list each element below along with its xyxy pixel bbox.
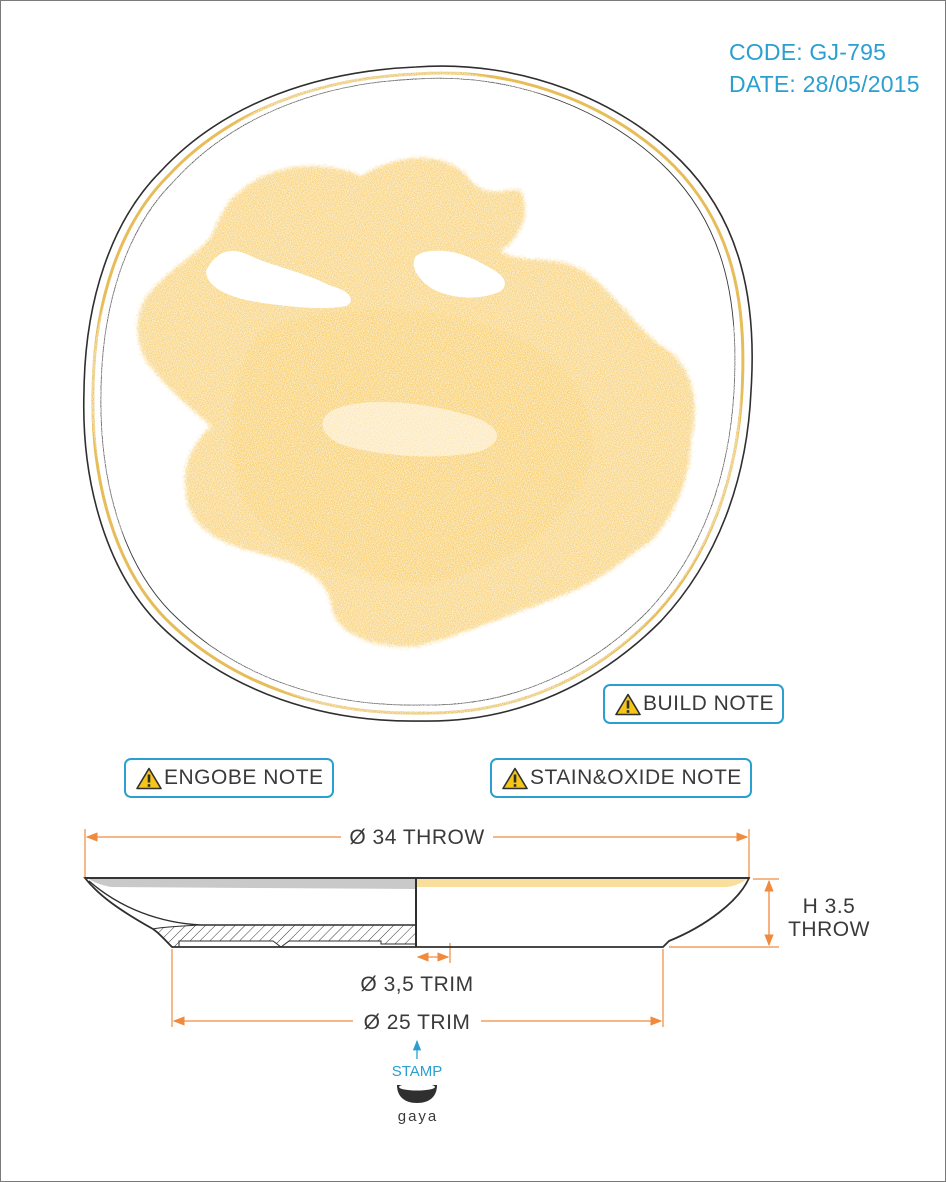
- warning-icon: [502, 767, 528, 789]
- glaze-splash: [91, 69, 741, 719]
- dim-height-value: H 3.5: [803, 895, 856, 918]
- glaze-layer-edge: [416, 878, 749, 887]
- build-note-label: BUILD NOTE: [643, 692, 775, 715]
- dim-diameter-throw: Ø 34 THROW: [349, 826, 484, 849]
- warning-icon: [136, 767, 162, 789]
- stamp-label: STAMP: [392, 1063, 443, 1080]
- dim-base-trim: Ø 25 TRIM: [364, 1011, 471, 1034]
- gaya-logo-icon: [397, 1083, 437, 1103]
- engobe-layer: [89, 879, 416, 889]
- stain-oxide-note-label: STAIN&OXIDE NOTE: [530, 766, 742, 789]
- engobe-note-label: ENGOBE NOTE: [164, 766, 324, 789]
- warning-icon: [615, 693, 641, 715]
- engobe-note-button[interactable]: ENGOBE NOTE: [124, 758, 334, 798]
- drawing-date: DATE: 28/05/2015: [729, 71, 920, 97]
- stain-oxide-note-button[interactable]: STAIN&OXIDE NOTE: [490, 758, 752, 798]
- hatched-section: [151, 924, 417, 948]
- product-code: CODE: GJ-795: [729, 39, 887, 65]
- dim-foot-trim: Ø 3,5 TRIM: [360, 973, 473, 996]
- dim-height-label: THROW: [788, 918, 870, 941]
- build-note-button[interactable]: BUILD NOTE: [603, 684, 785, 724]
- stamp-brand: gaya: [398, 1108, 439, 1125]
- extension-lines: [84, 829, 779, 1027]
- plate-cross-section: Ø 34 THROW H 3.5 THROW Ø 3,5 TRIM Ø 25 T…: [83, 823, 870, 1125]
- plate-top-view: [82, 65, 753, 722]
- inner-profile: [88, 880, 416, 926]
